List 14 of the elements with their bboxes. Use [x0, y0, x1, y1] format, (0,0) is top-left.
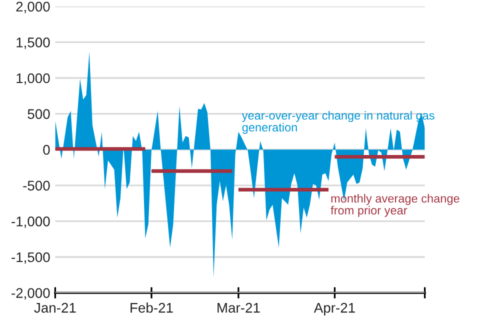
x-tick-label: Jan-21 — [34, 302, 76, 313]
y-tick-label: -500 — [23, 180, 50, 191]
y-tick-label: 1,000 — [16, 73, 50, 85]
y-tick-label: 0 — [43, 144, 50, 155]
y-tick-label: -1,000 — [12, 216, 50, 228]
y-tick-label: -1,500 — [12, 252, 50, 264]
x-tick-label: Feb-21 — [130, 302, 173, 313]
x-tick-label: Apr-21 — [314, 302, 355, 316]
y-tick-label: 2,000 — [16, 2, 50, 14]
y-tick-label: 500 — [28, 109, 50, 119]
series-label: monthly average change from prior year — [330, 194, 460, 217]
x-tick-label: Mar-21 — [218, 302, 260, 313]
y-tick-label: -2,000 — [12, 288, 50, 300]
y-tick-label: 1,500 — [16, 38, 50, 50]
